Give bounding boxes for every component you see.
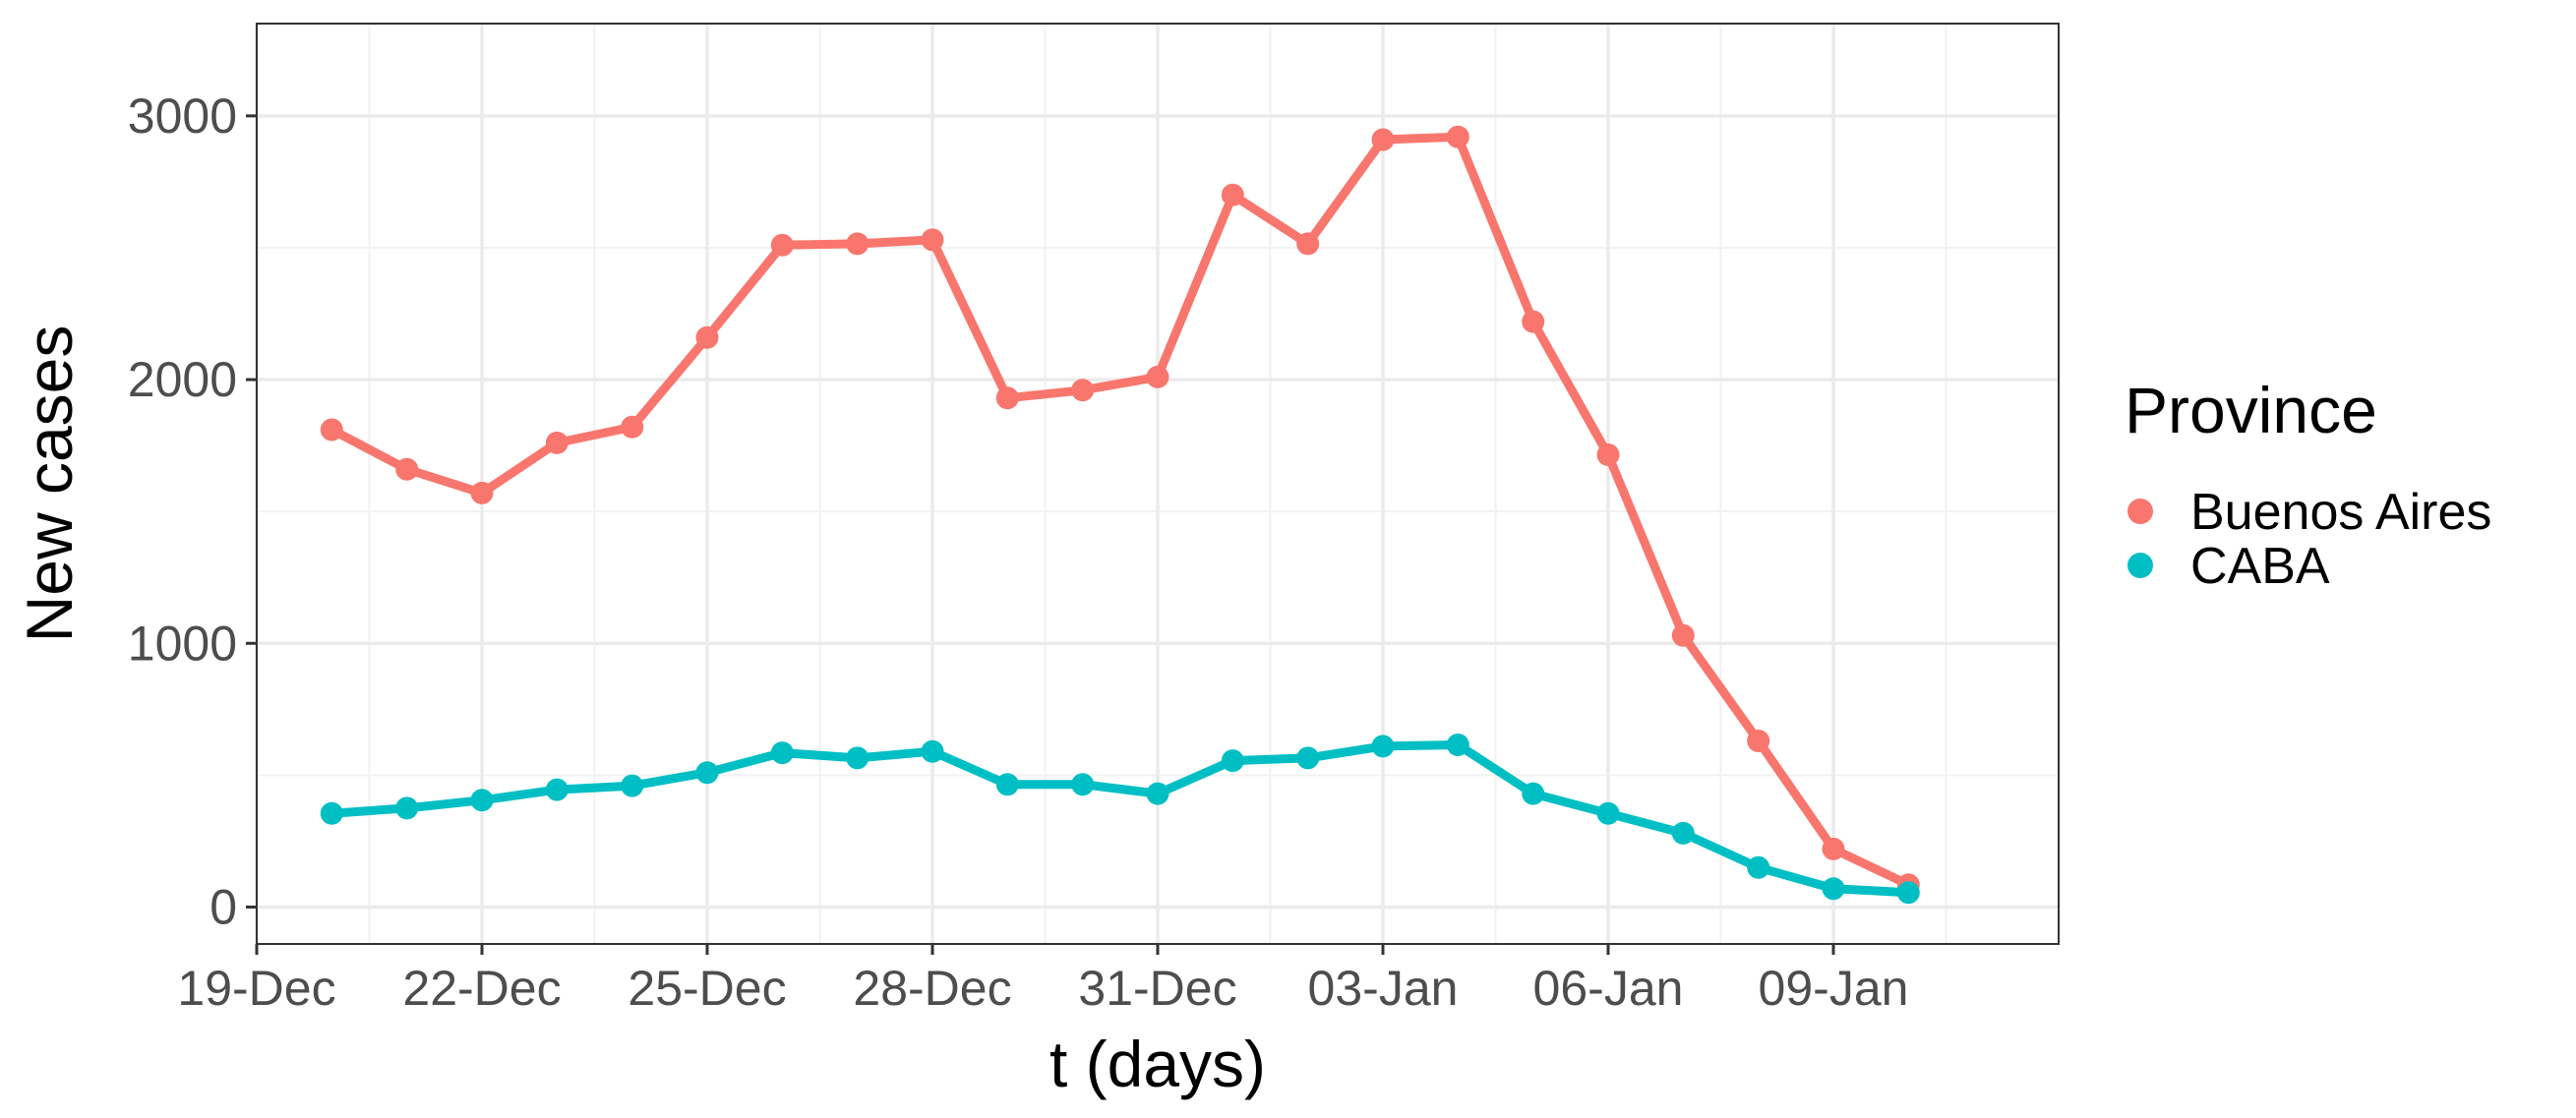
data-point <box>1596 801 1620 825</box>
x-tick-label: 25-Dec <box>628 961 786 1016</box>
data-point <box>320 801 343 825</box>
x-tick-label: 28-Dec <box>853 961 1011 1016</box>
data-point <box>695 761 719 785</box>
data-point <box>1896 881 1920 905</box>
legend-label: Buenos Aires <box>2190 484 2491 541</box>
legend-key <box>2127 499 2153 524</box>
data-point <box>1296 746 1320 770</box>
y-tick-label: 2000 <box>128 352 237 407</box>
y-axis: 0 1000 2000 3000 <box>128 88 257 934</box>
data-point <box>1071 773 1095 796</box>
data-point <box>1146 782 1169 805</box>
x-tick-label: 03-Jan <box>1308 961 1459 1016</box>
x-tick-label: 19-Dec <box>177 961 335 1016</box>
data-point <box>1296 232 1320 256</box>
data-point <box>1522 782 1545 805</box>
data-point <box>1221 749 1244 773</box>
y-tick-label: 1000 <box>128 616 237 671</box>
data-point <box>995 773 1019 796</box>
data-point <box>1221 183 1244 206</box>
x-tick-label: 09-Jan <box>1759 961 1909 1016</box>
data-point <box>470 789 494 812</box>
data-point <box>320 418 343 441</box>
legend-title: Province <box>2125 374 2377 446</box>
data-point <box>1071 379 1095 402</box>
data-point <box>395 457 419 481</box>
data-point <box>1822 837 1845 860</box>
data-point <box>1446 125 1469 148</box>
series-line <box>327 132 1913 890</box>
data-point <box>395 796 419 820</box>
x-tick-label: 31-Dec <box>1078 961 1236 1016</box>
legend-label: CABA <box>2190 538 2330 595</box>
series-caba <box>320 734 1920 905</box>
data-point <box>1371 128 1395 151</box>
data-point <box>1371 735 1395 758</box>
data-point <box>1522 310 1545 333</box>
y-tick-label: 0 <box>210 879 237 934</box>
y-tick-label: 3000 <box>128 88 237 144</box>
x-axis: 19-Dec 22-Dec 25-Dec 28-Dec 31-Dec 03-Jan 06-J… <box>177 944 1908 1016</box>
data-point <box>695 325 719 349</box>
data-point <box>545 431 569 454</box>
data-point <box>921 739 944 763</box>
data-point <box>921 228 944 252</box>
series-line <box>327 740 1913 898</box>
x-axis-title: t (days) <box>1049 1028 1266 1100</box>
data-point <box>846 232 869 256</box>
data-point <box>1596 443 1620 466</box>
data-point <box>621 415 644 439</box>
data-point <box>995 386 1019 410</box>
data-point <box>846 746 869 770</box>
data-point <box>1747 855 1770 879</box>
y-axis-title: New cases <box>13 325 86 643</box>
data-point <box>1671 821 1695 845</box>
series-buenos-aires <box>320 125 1920 897</box>
data-point <box>1822 877 1845 901</box>
x-tick-label: 06-Jan <box>1533 961 1684 1016</box>
data-point <box>770 233 794 257</box>
legend-key <box>2127 553 2153 578</box>
data-point <box>1446 734 1469 756</box>
data-point <box>545 778 569 801</box>
series-layer <box>320 125 1920 905</box>
data-point <box>1671 623 1695 647</box>
data-point <box>770 741 794 765</box>
data-point <box>1747 730 1770 752</box>
data-point <box>621 774 644 797</box>
data-point <box>1146 365 1169 388</box>
data-point <box>470 481 494 504</box>
x-tick-label: 22-Dec <box>402 961 561 1016</box>
